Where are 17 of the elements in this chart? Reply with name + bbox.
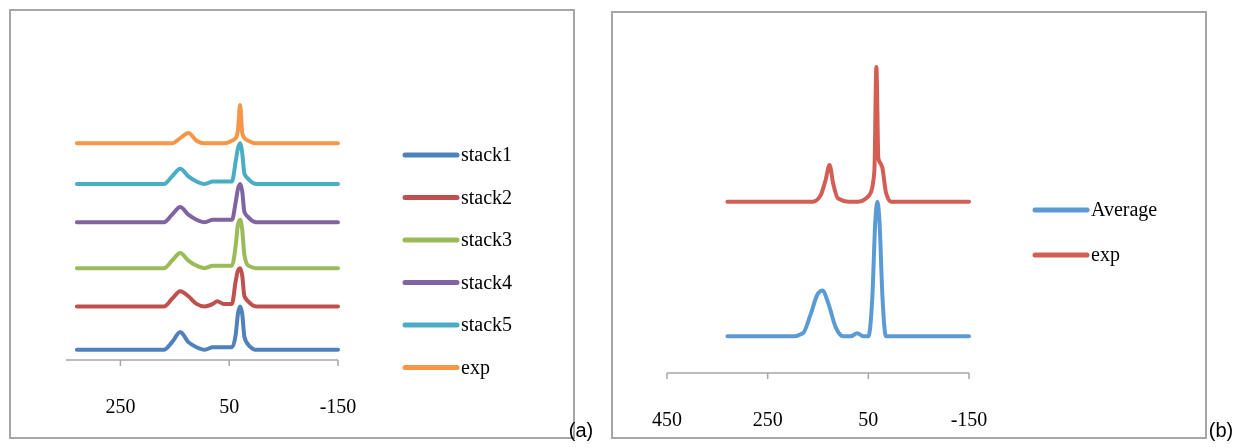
x-tick-label: -150 [950,408,988,430]
legend-label: stack2 [461,185,513,208]
legend-label: stack1 [461,143,513,165]
legend-label: exp [1091,243,1120,266]
x-tick-label: -150 [319,395,357,417]
text: (a) [568,419,594,441]
x-tick-label: 450 [652,408,682,430]
legend-label: stack3 [461,228,513,250]
legend-label: stack5 [461,313,513,335]
legend-label: Average [1091,198,1158,221]
text: (b) [1208,419,1234,441]
x-tick-label: 50 [219,395,240,417]
x-tick-label: 250 [105,395,136,417]
legend-label: stack4 [461,270,513,293]
x-tick-label: 250 [752,408,783,430]
x-tick-label: 50 [858,408,879,430]
legend-label: exp [461,355,490,379]
